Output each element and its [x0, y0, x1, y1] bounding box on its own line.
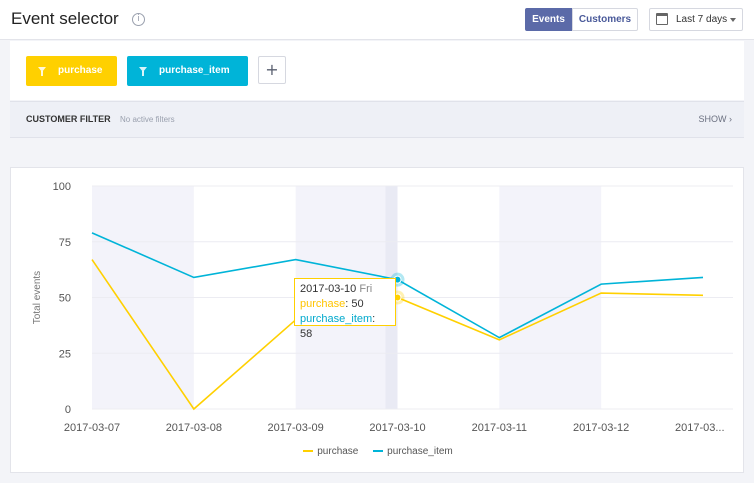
event-chip-purchase[interactable]: purchase: [26, 56, 117, 86]
y-tick-label: 50: [59, 293, 71, 305]
show-filter-button[interactable]: SHOW ›: [698, 114, 733, 124]
tab-events[interactable]: Events: [525, 8, 572, 31]
tooltip-series-name: purchase_item: [300, 313, 373, 325]
customer-filter-title: CUSTOMER FILTER: [26, 114, 111, 124]
y-tick-label: 0: [65, 404, 71, 416]
calendar-icon: [656, 13, 668, 25]
event-chip-label: purchase: [58, 65, 103, 76]
customer-filter-bar[interactable]: CUSTOMER FILTER No active filters SHOW ›: [10, 101, 744, 138]
tab-customers[interactable]: Customers: [572, 8, 638, 31]
x-tick-label: 2017-03-09: [268, 422, 324, 434]
y-axis-title: Total events: [32, 271, 43, 324]
x-tick-label: 2017-03-08: [166, 422, 222, 434]
x-tick-label: 2017-03...: [675, 422, 725, 434]
tooltip-series-value: 58: [300, 328, 313, 340]
tooltip-series-name: purchase: [300, 298, 346, 310]
x-tick-label: 2017-03-12: [573, 422, 629, 434]
caret-down-icon: [730, 18, 736, 22]
legend-swatch: [303, 450, 314, 453]
y-tick-label: 75: [59, 237, 71, 249]
x-tick-label: 2017-03-11: [472, 422, 527, 434]
legend-item-purchase-item[interactable]: purchase_item: [373, 446, 453, 457]
funnel-icon: [38, 67, 46, 76]
funnel-icon: [139, 67, 147, 76]
date-range-label: Last 7 days: [676, 14, 728, 25]
event-chip-purchase-item[interactable]: purchase_item: [127, 56, 248, 86]
chart-card: 0 25 50 75 100 Total events 2017-03-07 2017-03-…: [10, 167, 744, 473]
event-chips-bar: purchase purchase_item +: [10, 41, 744, 100]
legend-label: purchase_item: [387, 446, 453, 457]
x-tick-label: 2017-03-07: [64, 422, 120, 434]
y-tick-label: 100: [53, 181, 71, 193]
chart-legend: purchase purchase_item: [11, 446, 745, 462]
tooltip-date: 2017-03-10: [300, 283, 357, 295]
x-tick-label: 2017-03-10: [369, 422, 425, 434]
event-chip-label: purchase_item: [159, 65, 230, 76]
tooltip-day: Fri: [359, 283, 373, 295]
page-title: Event selector: [11, 9, 119, 28]
date-range-dropdown[interactable]: Last 7 days: [649, 8, 743, 31]
legend-item-purchase[interactable]: purchase: [303, 446, 358, 457]
chart-tooltip: 2017-03-10 Fri purchase: 50 purchase_ite…: [294, 278, 396, 340]
header-bar: Event selector i Events Customers Last 7…: [0, 0, 754, 40]
y-tick-label: 25: [59, 348, 71, 360]
customer-filter-status: No active filters: [120, 115, 175, 124]
legend-swatch: [373, 450, 384, 453]
add-event-button[interactable]: +: [258, 56, 286, 84]
info-icon[interactable]: i: [132, 13, 145, 26]
tooltip-series-value: 50: [351, 298, 364, 310]
legend-label: purchase: [317, 446, 359, 457]
